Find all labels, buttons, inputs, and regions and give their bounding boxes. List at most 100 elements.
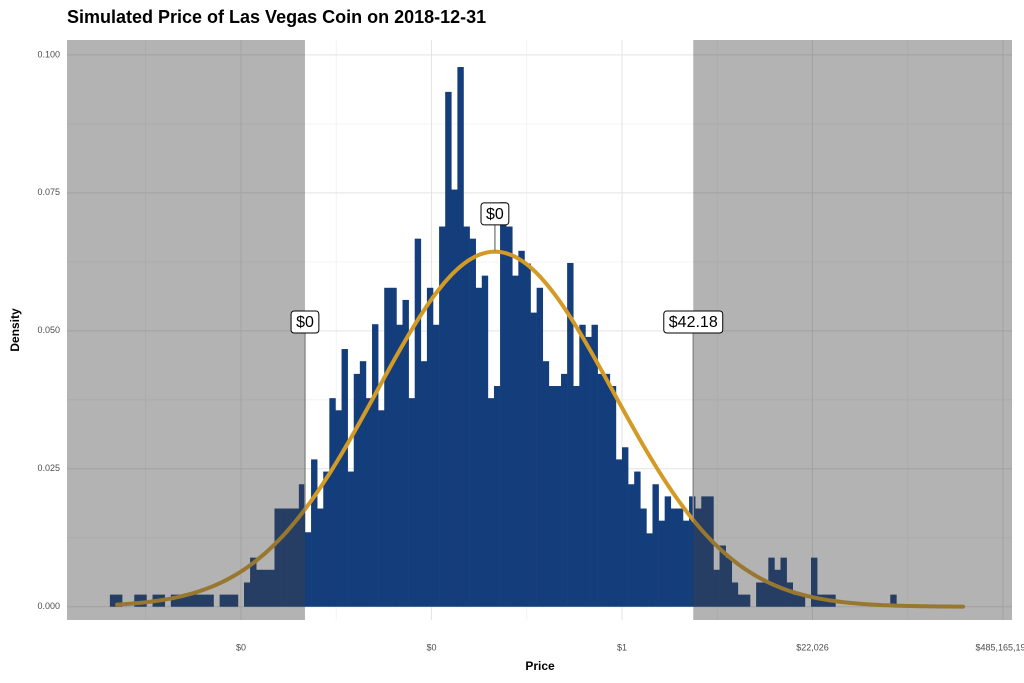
bar	[183, 594, 190, 607]
bar	[481, 275, 489, 607]
bar	[311, 459, 318, 607]
annotation-label: $42.18	[669, 314, 718, 331]
bar	[493, 386, 501, 607]
annotation: $0	[480, 202, 510, 226]
bar	[189, 594, 196, 607]
bar	[134, 594, 141, 607]
bar	[762, 582, 769, 607]
density-curve	[115, 249, 966, 609]
bar	[792, 594, 800, 607]
bar	[591, 324, 598, 607]
bar	[109, 594, 117, 607]
bar	[621, 447, 629, 607]
bar	[445, 91, 452, 607]
bar	[329, 398, 336, 607]
shaded-region	[693, 40, 1012, 620]
bar	[414, 238, 422, 607]
bar	[890, 594, 897, 607]
bar	[432, 324, 440, 607]
bar	[390, 287, 397, 607]
bar	[548, 386, 556, 607]
bar	[713, 569, 720, 607]
bar	[280, 508, 287, 607]
bar	[286, 508, 294, 607]
bar	[731, 582, 739, 607]
bar	[743, 594, 751, 607]
bar	[378, 410, 385, 607]
bar	[170, 594, 178, 607]
y-tick-label: 0.000	[37, 601, 60, 611]
bar	[542, 361, 550, 607]
bar	[500, 202, 507, 607]
y-tick-label: 0.075	[37, 187, 60, 197]
bar	[512, 275, 519, 607]
x-tick-label: $22,026	[796, 642, 829, 652]
y-tick-label: 0.100	[37, 49, 60, 59]
chart-title: Simulated Price of Las Vegas Coin on 201…	[67, 7, 486, 27]
bar	[707, 496, 714, 607]
bar	[323, 471, 330, 607]
bar	[798, 594, 806, 607]
bar	[317, 508, 324, 607]
bar	[341, 349, 348, 607]
annotation: $42.18	[663, 310, 724, 334]
y-axis-label: Density	[8, 308, 22, 352]
bar	[250, 557, 257, 607]
bar	[396, 324, 403, 607]
bar	[603, 373, 611, 607]
bar	[469, 238, 476, 607]
bar	[719, 545, 726, 607]
bar	[530, 312, 537, 607]
y-tick-label: 0.050	[37, 325, 60, 335]
bar	[243, 582, 251, 607]
bar	[786, 582, 794, 607]
bar	[609, 386, 617, 607]
x-tick-label: $0	[236, 642, 246, 652]
bar	[457, 67, 464, 607]
annotation-label: $0	[296, 314, 314, 331]
shaded-region	[67, 40, 305, 620]
bar	[335, 410, 342, 607]
bar	[725, 557, 733, 607]
x-tick-label: $1	[617, 642, 627, 652]
x-axis-label: Price	[525, 659, 555, 673]
bar	[268, 569, 275, 607]
bar	[115, 594, 123, 607]
bar	[518, 250, 525, 607]
bar	[408, 398, 416, 607]
bar	[359, 361, 367, 607]
bar	[585, 336, 592, 607]
bar	[304, 532, 312, 607]
bar	[524, 263, 531, 607]
bar	[365, 398, 373, 607]
annotation-label: $0	[486, 206, 504, 223]
bar	[689, 496, 696, 607]
bar	[756, 582, 763, 607]
bar	[737, 594, 745, 607]
bar	[780, 557, 787, 607]
bar	[573, 386, 580, 607]
bar	[664, 496, 672, 607]
x-tick-label: $0	[426, 642, 436, 652]
bar	[475, 287, 483, 607]
bar	[176, 594, 184, 607]
bar	[195, 594, 202, 607]
bar	[810, 557, 818, 607]
bar	[231, 594, 239, 607]
bar	[646, 533, 653, 607]
bar	[298, 484, 306, 607]
bar	[701, 496, 708, 607]
bar	[420, 361, 428, 607]
bar	[207, 594, 214, 607]
bar	[219, 594, 227, 607]
bar	[402, 299, 409, 607]
x-tick-label: $485,165,195	[976, 642, 1024, 652]
bar	[682, 520, 690, 607]
bar	[634, 471, 641, 607]
bar	[676, 508, 684, 607]
bar	[372, 324, 379, 607]
bar	[487, 398, 495, 607]
bar	[262, 569, 269, 607]
bar	[561, 373, 568, 607]
bar	[567, 262, 574, 607]
